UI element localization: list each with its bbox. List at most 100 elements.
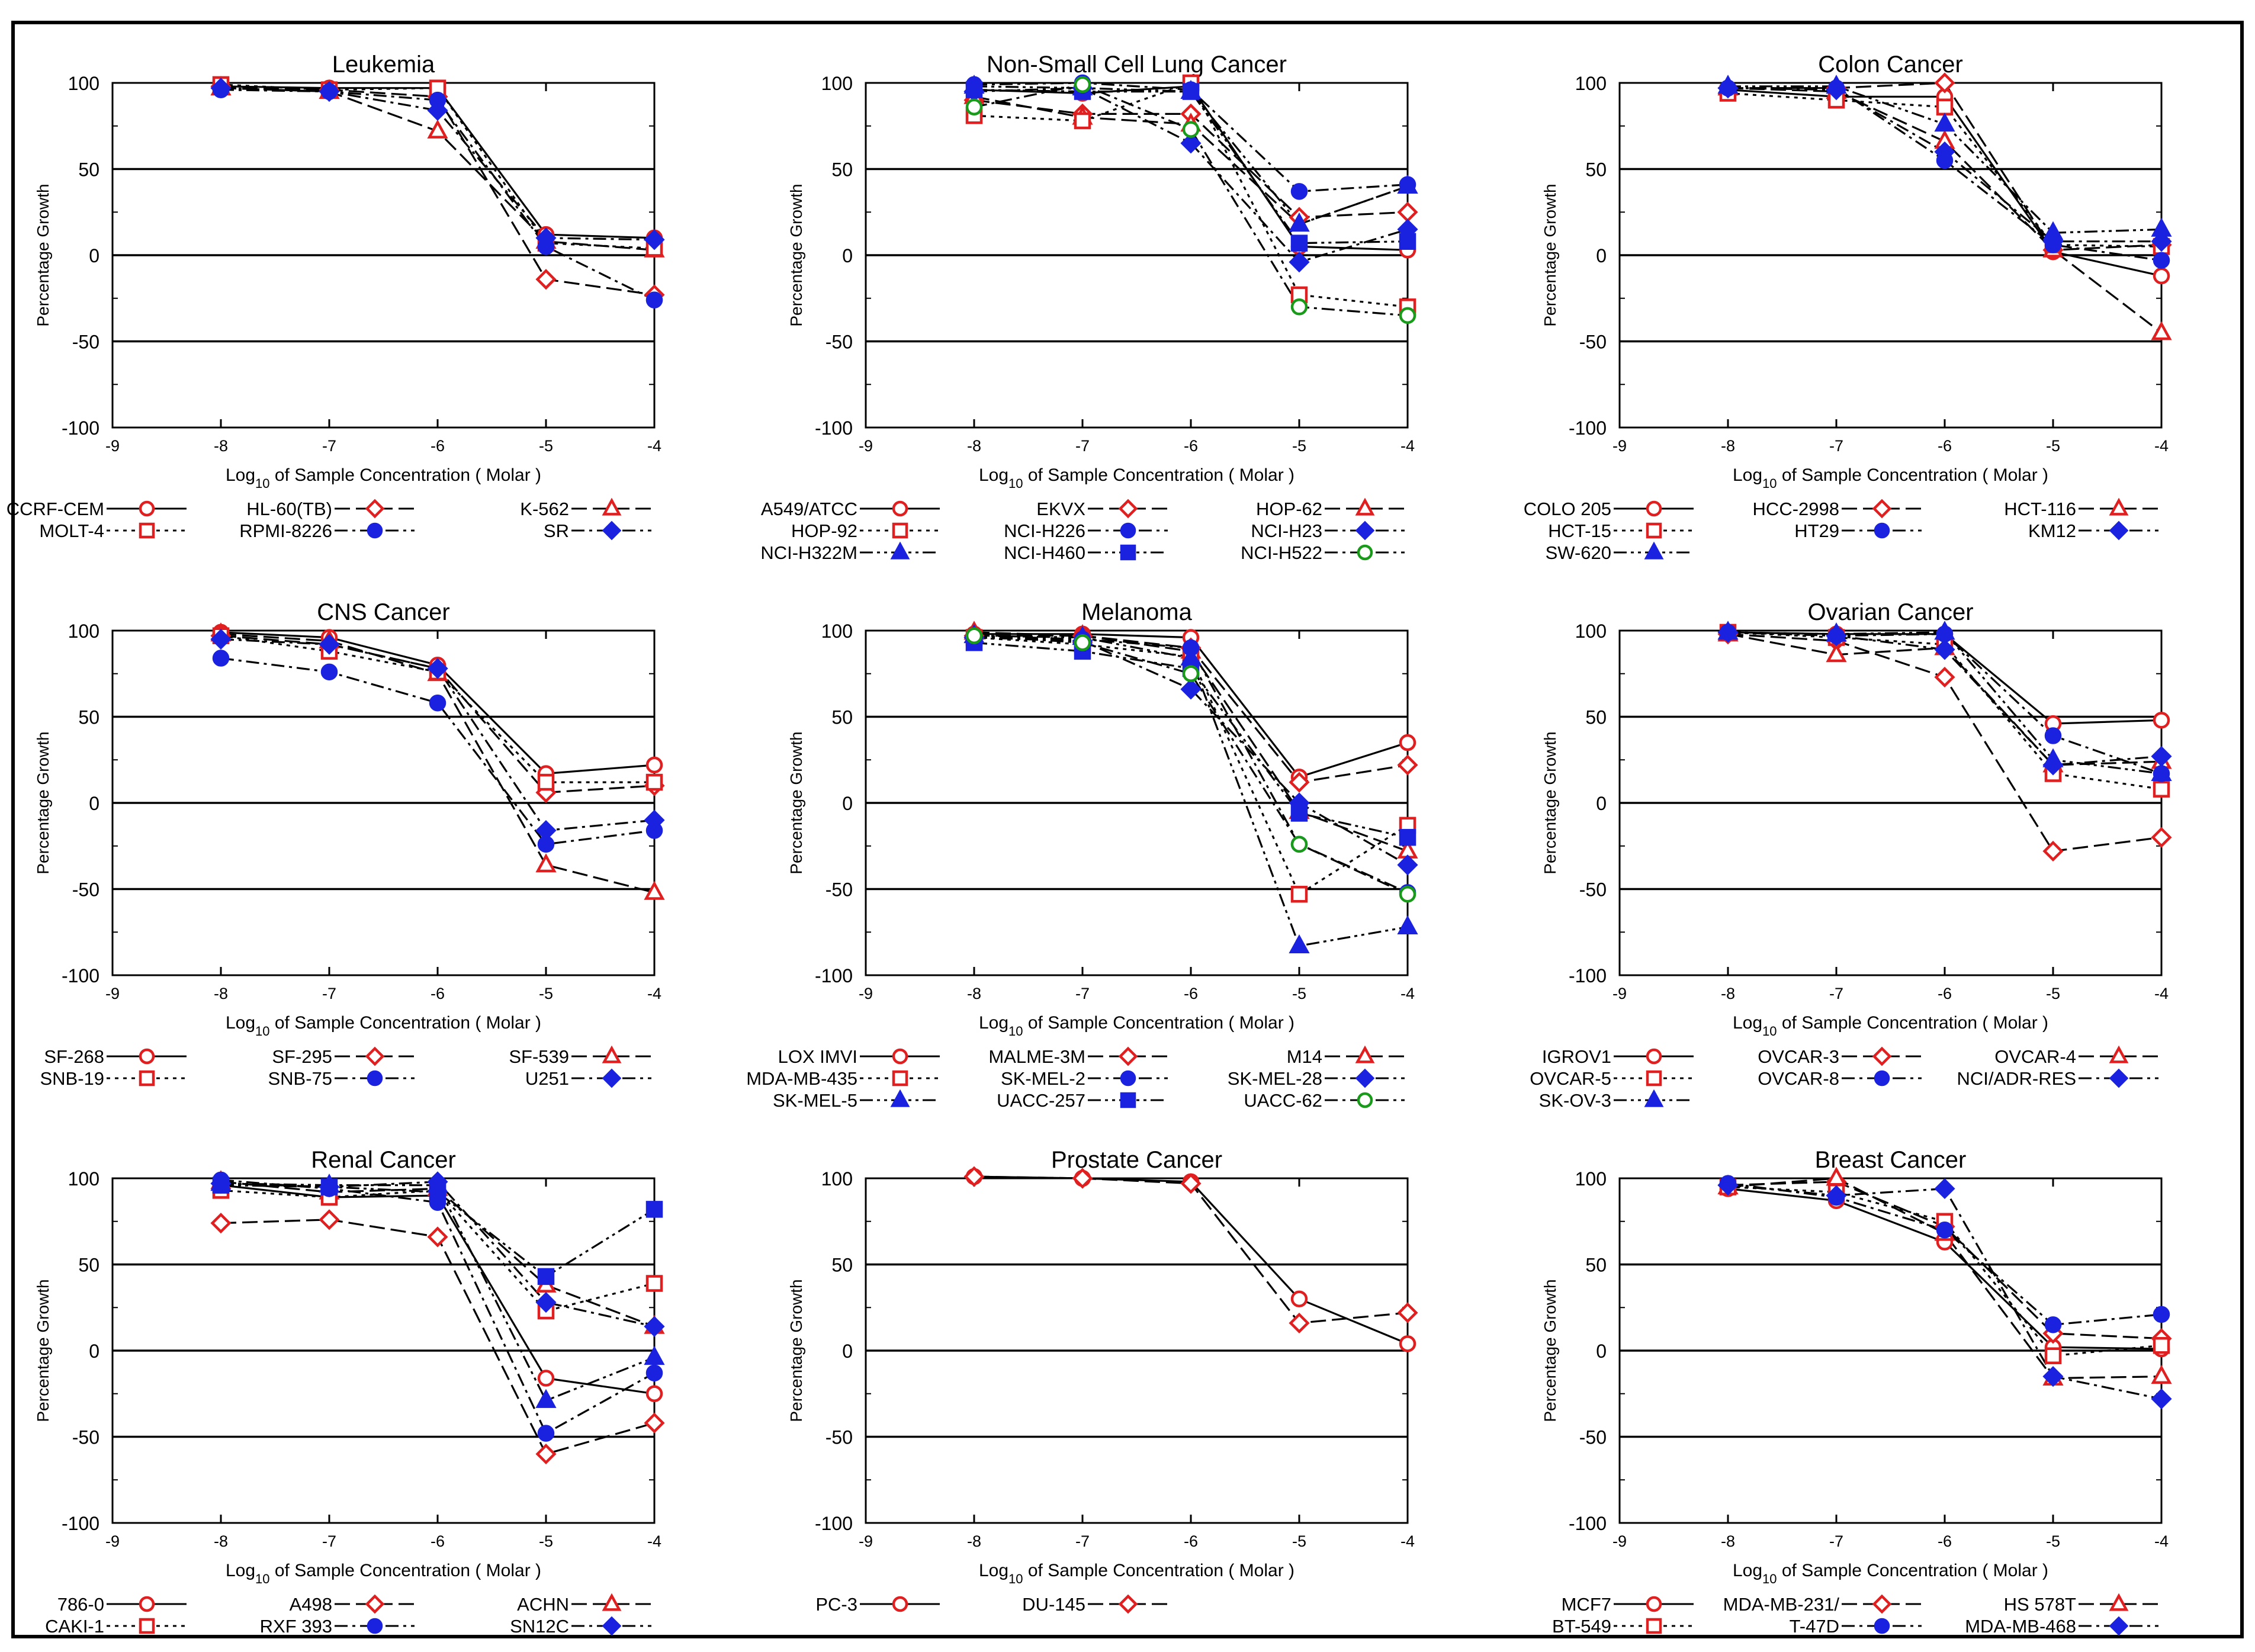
legend-marker	[1355, 1068, 1375, 1088]
legend-label: T-47D	[1790, 1616, 1839, 1637]
data-point	[2151, 321, 2172, 340]
data-point	[319, 634, 340, 655]
legend-marker	[892, 522, 908, 539]
data-point	[1397, 754, 1418, 776]
legend-label: HCT-116	[2004, 499, 2076, 519]
x-tick-label: -6	[431, 985, 445, 1002]
chart-title: Ovarian Cancer	[1807, 599, 1973, 625]
legend-label: BT-549	[1552, 1616, 1611, 1637]
data-point	[1399, 307, 1416, 324]
chart-panel: Renal Cancer 100 50 0 -50 -100 -9 -8 -7 -6 -5 -4 Per…	[34, 1147, 665, 1637]
data-point	[210, 1213, 232, 1234]
data-point	[645, 1385, 663, 1402]
series-line	[974, 641, 1408, 838]
data-point	[2151, 827, 2172, 848]
x-tick-label: -8	[967, 1532, 981, 1550]
data-point	[1399, 828, 1416, 846]
data-point	[2044, 1347, 2062, 1364]
x-axis-label-rest: of Sample Concentration ( Molar )	[1777, 465, 2049, 485]
legend-marker	[1646, 1070, 1662, 1087]
data-point	[320, 663, 338, 681]
x-axis-label-sub: 10	[1762, 476, 1777, 491]
legend-label: OVCAR-8	[1758, 1068, 1839, 1089]
data-point	[1717, 75, 1739, 94]
series-line	[974, 85, 1408, 226]
chart-title: Melanoma	[1081, 599, 1193, 625]
x-axis-label-sub: 10	[1008, 1024, 1023, 1039]
legend-label: KM12	[2028, 520, 2076, 541]
chart-title: Prostate Cancer	[1051, 1147, 1222, 1173]
y-tick-label: 100	[821, 621, 853, 642]
legend-marker	[1357, 1092, 1373, 1108]
legend-marker	[2109, 1045, 2129, 1063]
series-line	[974, 635, 1408, 947]
y-tick-label: 100	[68, 1168, 99, 1190]
data-point	[535, 1444, 557, 1465]
x-axis-label-sub: 10	[1762, 1024, 1777, 1039]
chart-title: Leukemia	[332, 52, 435, 78]
legend-label: NCI-H460	[1004, 542, 1085, 563]
data-point	[1934, 1178, 1955, 1200]
data-point	[1826, 622, 1847, 642]
legend-label: HCT-15	[1548, 520, 1611, 541]
y-tick-label: -50	[1579, 879, 1607, 901]
data-point	[1290, 805, 1308, 822]
series-line	[1727, 631, 2162, 766]
chart-title: Colon Cancer	[1818, 52, 1963, 78]
data-point	[644, 809, 665, 831]
y-tick-label: 0	[842, 1341, 853, 1362]
legend-marker	[1355, 497, 1375, 516]
y-tick-label: -50	[825, 879, 853, 901]
x-tick-label: -5	[2046, 1532, 2060, 1550]
legend-marker	[139, 1596, 155, 1612]
legend-label: SNB-75	[268, 1068, 332, 1089]
data-point	[319, 1209, 340, 1230]
y-axis-label: Percentage Growth	[34, 1279, 52, 1422]
data-point	[1934, 621, 1955, 640]
data-point	[2151, 231, 2172, 252]
x-axis-label-log: Log	[979, 1561, 1008, 1580]
data-point	[1397, 174, 1418, 194]
legend-label: 786-0	[57, 1594, 104, 1615]
x-axis-label-log: Log	[226, 465, 255, 485]
legend-marker	[1874, 1618, 1890, 1634]
y-axis-label: Percentage Growth	[787, 1279, 805, 1422]
y-axis-label: Percentage Growth	[1541, 731, 1559, 874]
legend-label: NCI-H23	[1251, 520, 1322, 541]
outer-border	[11, 21, 2244, 1638]
data-point	[2044, 727, 2062, 744]
data-point	[645, 1275, 663, 1292]
series-line	[974, 635, 1408, 895]
data-point	[1826, 75, 1847, 94]
data-point	[1399, 734, 1416, 751]
data-point	[2153, 1306, 2170, 1323]
chart-panel: CNS Cancer 100 50 0 -50 -100 -9 -8 -7 -6 -5 -4 Perce…	[34, 599, 665, 1089]
series-line	[974, 637, 1408, 866]
x-axis-label-log: Log	[979, 1013, 1008, 1033]
data-point	[2042, 748, 2064, 767]
legend-label: COLO 205	[1524, 499, 1611, 519]
y-tick-label: 50	[831, 1255, 853, 1276]
x-tick-label: -4	[647, 985, 661, 1002]
legend-label: MALME-3M	[988, 1046, 1085, 1067]
data-point	[535, 1291, 557, 1313]
y-tick-label: 50	[1585, 1255, 1607, 1276]
x-tick-label: -5	[2046, 985, 2060, 1002]
data-point	[1934, 72, 1955, 94]
x-axis-label-rest: of Sample Concentration ( Molar )	[1023, 1561, 1295, 1580]
data-point	[645, 1201, 663, 1218]
x-axis-label-sub: 10	[255, 1571, 269, 1586]
data-point	[645, 773, 663, 791]
x-tick-label: -9	[105, 1532, 120, 1550]
x-tick-label: -4	[2154, 985, 2169, 1002]
y-tick-label: 0	[1596, 1341, 1607, 1362]
y-tick-label: 50	[78, 707, 99, 728]
legend-marker	[1644, 541, 1664, 560]
x-axis-label-rest: of Sample Concentration ( Molar )	[1023, 465, 1295, 485]
data-point	[645, 756, 663, 774]
data-point	[1717, 621, 1739, 640]
chart-title: Breast Cancer	[1815, 1147, 1967, 1173]
x-axis-label: Log10 of Sample Concentration ( Molar )	[1733, 465, 2048, 491]
x-tick-label: -7	[1075, 1532, 1090, 1550]
